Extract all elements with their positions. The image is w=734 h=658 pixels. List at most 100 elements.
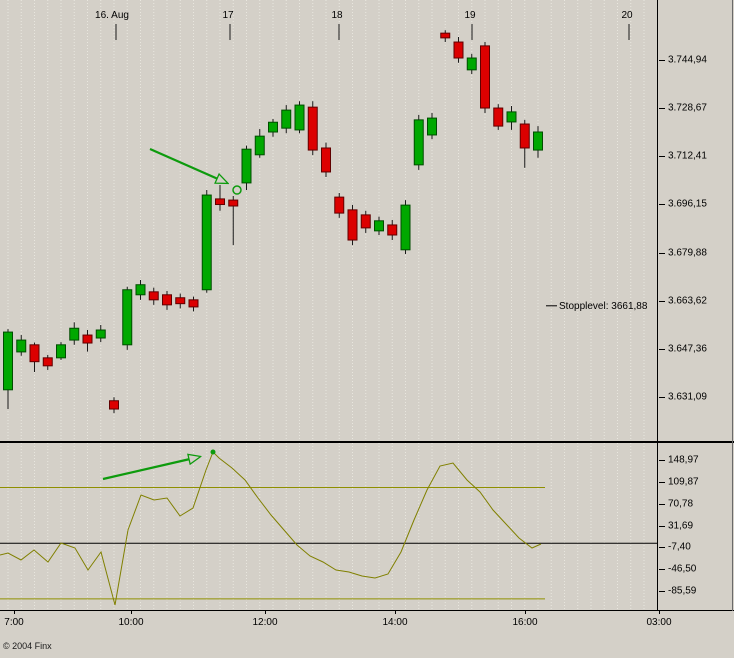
candle [360,214,371,229]
candle [162,294,172,306]
axis-label: -46,50 [668,563,697,575]
candle [268,121,278,133]
date-label: 20 [621,10,633,21]
candle [387,224,398,236]
time-tick [395,610,396,614]
candle [453,41,464,59]
candle [56,344,66,359]
candle [95,329,106,339]
axis-label: 3.631,09 [668,391,707,403]
pane-divider [0,441,734,443]
candle [148,291,159,301]
candle [519,123,530,149]
candle [228,199,239,207]
candle [69,327,80,341]
candle [82,334,93,344]
time-tick [14,610,15,614]
candle [400,204,411,251]
window-right-border [732,0,733,611]
candle [122,289,133,346]
candle [16,339,27,353]
axis-tick [659,525,665,527]
axis-label: 3.696,15 [668,198,707,210]
candle [215,198,225,206]
time-label: 16:00 [512,617,538,628]
axis-tick [659,547,665,549]
candle [294,104,305,131]
date-label: 19 [464,10,476,21]
candle [281,109,292,129]
time-tick [659,610,660,614]
candle [109,400,119,410]
cci-line [0,451,542,606]
stop-level-label: Stopplevel: 3661,88 [559,300,648,312]
time-tick [525,610,526,614]
candle [493,107,504,127]
axis-tick [659,300,665,302]
candle [466,57,477,71]
date-label: 17 [222,10,234,21]
time-axis-line [0,610,734,611]
candle [241,148,252,184]
time-label: 03:00 [646,617,672,628]
candle [440,32,451,39]
axis-tick [659,569,665,571]
annotation-arrow [149,147,218,179]
axis-tick [659,204,665,206]
candle [175,297,186,305]
axis-label: 31,69 [668,520,694,532]
axis-label: 109,87 [668,476,699,488]
date-label: 16. Aug [95,10,129,21]
candle [334,196,345,214]
axis-label: 70,78 [668,498,694,510]
time-label: 10:00 [118,617,144,628]
time-tick [265,610,266,614]
price-chart-pane: 16. Aug 17 18 19 20 [3,0,645,441]
axis-label: -7,40 [668,541,691,553]
candle [480,45,490,109]
axis-tick [659,482,665,484]
time-label: 12:00 [252,617,278,628]
entry-marker-circle [232,185,242,195]
axis-tick [659,460,665,462]
axis-label: -85,59 [668,585,697,597]
time-label: 7:00 [4,617,24,628]
candle [374,220,384,232]
date-label: 18 [331,10,343,21]
axis-label: 3.647,36 [668,343,707,355]
axis-tick [659,108,665,110]
value-axis-line [657,0,658,610]
axis-label: 3.712,41 [668,150,707,162]
axis-label: 3.744,94 [668,54,707,66]
candle [506,111,517,123]
axis-label: 3.663,62 [668,295,707,307]
candle [427,117,437,136]
time-axis: 7:00 10:00 12:00 14:00 16:00 03:00 [0,610,734,634]
candle [347,209,358,241]
candle [413,119,424,166]
axis-tick [659,156,665,158]
time-label: 14:00 [382,617,408,628]
candle [29,344,40,363]
cci-indicator-pane [0,443,657,610]
candle [3,331,13,391]
candle [188,299,199,308]
candle [533,131,543,151]
axis-tick [659,503,665,505]
time-tick [131,610,132,614]
peak-dot [210,449,216,455]
candle [307,106,318,151]
candle [321,147,331,173]
axis-tick [659,252,665,254]
axis-tick [659,396,665,398]
value-axis: 3.744,94 3.728,67 3.712,41 3.696,15 3.679,88… [658,0,734,610]
axis-tick [659,59,665,61]
axis-label: 3.679,88 [668,247,707,259]
copyright-text: © 2004 Finx [3,641,52,651]
candle [135,284,146,296]
axis-tick [659,590,665,592]
axis-label: 148,97 [668,454,699,466]
candle [254,135,265,156]
candle [42,357,53,367]
